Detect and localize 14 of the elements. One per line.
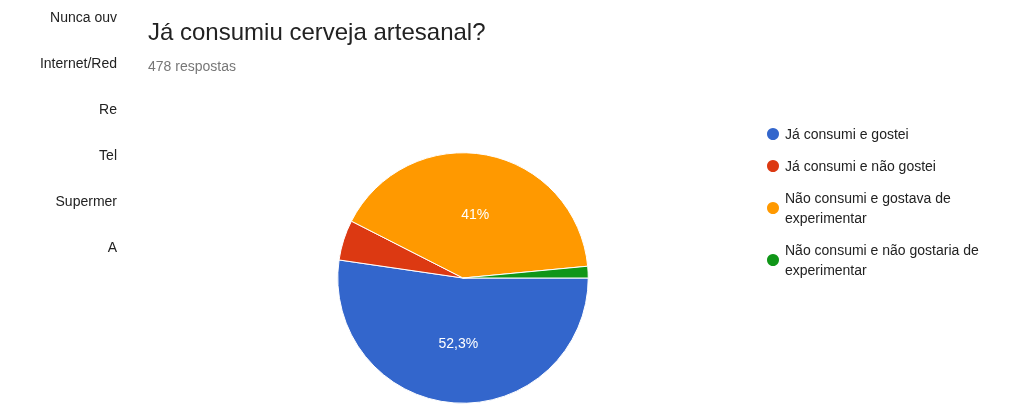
text: Supermer — [55, 193, 118, 209]
data-label: 41% — [461, 205, 490, 222]
text: Tel — [99, 147, 117, 163]
text: A — [107, 239, 118, 255]
chart-title: Já consumiu cerveja artesanal? — [148, 17, 486, 45]
legend-label: Já consumi e gostei — [785, 126, 909, 142]
data-label: 52,3% — [438, 335, 479, 352]
legend-label: Não consumi e gostava de experimentar — [785, 190, 955, 226]
text: Nunca ouv — [50, 9, 117, 25]
text: 478 respostas — [148, 58, 236, 74]
text: Re — [99, 101, 118, 117]
text: Internet/Red — [39, 55, 117, 71]
legend-label: Não consumi e não gostaria de experimentar — [785, 242, 983, 278]
legend-label: Já consumi e não gostei — [785, 158, 936, 174]
